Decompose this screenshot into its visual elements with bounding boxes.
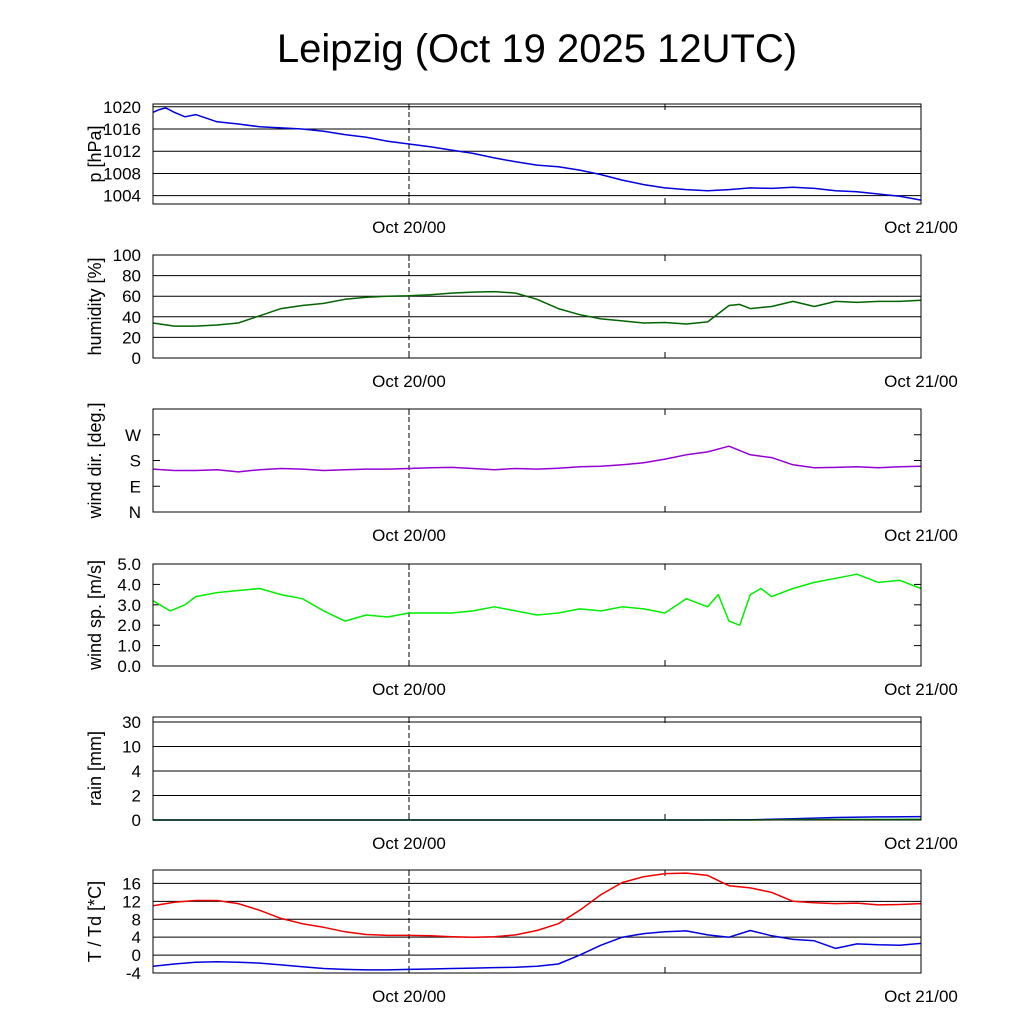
y-tick-label: N: [129, 503, 141, 522]
y-axis-label: wind sp. [m/s]: [85, 560, 105, 671]
y-tick-label: 12: [122, 892, 141, 911]
y-tick-label: 4: [132, 762, 141, 781]
x-tick-label: Oct 20/00: [372, 218, 446, 237]
chart-title: Leipzig (Oct 19 2025 12UTC): [277, 27, 797, 71]
y-tick-label: 3.0: [117, 596, 141, 615]
plot-frame: [152, 408, 922, 513]
series-line-1: [152, 445, 922, 473]
y-tick-label: 4: [132, 928, 141, 947]
x-tick-label: Oct 21/00: [884, 834, 958, 853]
y-tick-label: 5.0: [117, 555, 141, 574]
series-line-1: [152, 107, 922, 201]
y-axis-label: p [hPa]: [85, 125, 105, 182]
y-tick-label: -4: [126, 964, 141, 983]
plot-frame: [152, 563, 922, 667]
y-tick-label: 16: [122, 874, 141, 893]
y-tick-label: 1.0: [117, 637, 141, 656]
y-tick-label: 0: [132, 349, 141, 368]
y-tick-label: E: [130, 477, 141, 496]
x-tick-label: Oct 20/00: [372, 834, 446, 853]
y-tick-label: 1020: [103, 98, 141, 117]
x-tick-label: Oct 20/00: [372, 987, 446, 1006]
y-tick-label: 10: [122, 738, 141, 757]
y-axis-label: T / Td [*C]: [85, 881, 105, 962]
y-tick-label: 1016: [103, 120, 141, 139]
y-tick-label: 0: [132, 946, 141, 965]
y-tick-label: 80: [122, 267, 141, 286]
y-tick-label: 1012: [103, 142, 141, 161]
panel-1: 1004 1008 1012 1016 1020 Oct 20/00 Oct 21/00 p …: [85, 98, 958, 237]
panel-4: 0.01.0 2.03.0 4.05.0 Oct 20/00 Oct 21/00 wind…: [85, 555, 958, 699]
y-tick-label: 0.0: [117, 657, 141, 676]
y-axis-label: humidity [%]: [85, 257, 105, 355]
plot-frame: [152, 254, 922, 359]
x-tick-label: Oct 21/00: [884, 680, 958, 699]
series-line-1: [152, 573, 922, 626]
y-tick-label: 30: [122, 713, 141, 732]
series-line-1: [152, 290, 922, 327]
y-tick-label: 1004: [103, 187, 141, 206]
plot-frame: [152, 716, 922, 821]
y-tick-label: 0: [132, 811, 141, 830]
x-tick-label: Oct 21/00: [884, 372, 958, 391]
x-tick-label: Oct 21/00: [884, 526, 958, 545]
x-tick-label: Oct 21/00: [884, 987, 958, 1006]
y-tick-label: 20: [122, 328, 141, 347]
y-tick-label: S: [130, 452, 141, 471]
y-tick-label: 2: [132, 787, 141, 806]
y-tick-label: 2.0: [117, 616, 141, 635]
y-axis-label: rain [mm]: [85, 731, 105, 806]
plot-frame: [152, 869, 922, 974]
y-tick-label: 8: [132, 910, 141, 929]
y-axis-label: wind dir. [deg.]: [85, 402, 105, 519]
y-tick-label: 4.0: [117, 575, 141, 594]
y-tick-label: 100: [113, 246, 141, 265]
x-tick-label: Oct 20/00: [372, 372, 446, 391]
x-tick-label: Oct 20/00: [372, 526, 446, 545]
panel-5: 0 2 4 10 30 Oct 20/00 Oct 21/00 rain [mm]: [85, 713, 958, 853]
plot-frame: [152, 103, 922, 205]
y-tick-label: 1008: [103, 164, 141, 183]
y-tick-label: W: [125, 426, 141, 445]
y-tick-label: 40: [122, 308, 141, 327]
y-tick-label: 60: [122, 287, 141, 306]
x-tick-label: Oct 21/00: [884, 218, 958, 237]
series-line-2: [152, 929, 922, 971]
series-line-1: [152, 872, 922, 938]
x-tick-label: Oct 20/00: [372, 680, 446, 699]
